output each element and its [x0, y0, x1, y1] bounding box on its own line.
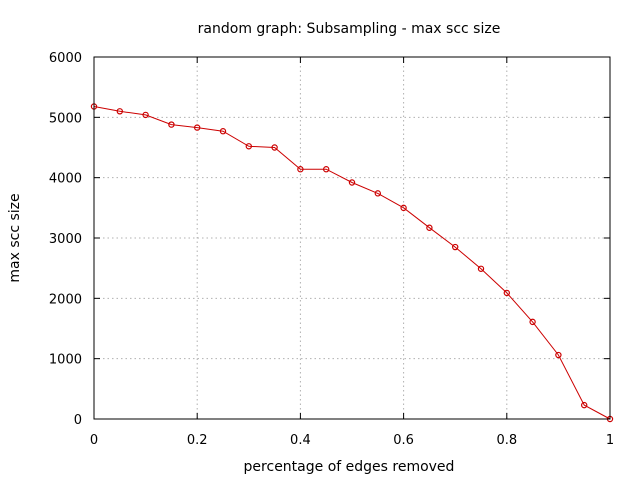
x-tick-label: 0.2	[187, 433, 208, 448]
x-axis-ticks: 0 0.2 0.4 0.6 0.8 1	[90, 57, 614, 448]
data-point	[116, 108, 124, 115]
data-point	[323, 166, 330, 173]
data-series	[90, 103, 614, 423]
data-point	[581, 401, 588, 409]
y-tick-label: 1000	[49, 353, 82, 368]
y-axis-ticks: 0 1000 2000 3000 4000 5000 6000	[49, 51, 610, 428]
data-point	[555, 351, 562, 359]
plot-frame	[93, 56, 611, 420]
data-point	[168, 121, 175, 128]
x-tick-label: 0.4	[290, 433, 311, 448]
y-tick-label: 6000	[49, 51, 82, 66]
data-point	[426, 224, 433, 231]
data-point	[529, 318, 536, 326]
grid-lines	[94, 57, 610, 419]
data-point	[503, 289, 510, 297]
data-point	[142, 111, 149, 119]
data-point	[452, 243, 459, 251]
data-point	[400, 204, 407, 212]
x-tick-label: 0.6	[393, 433, 414, 448]
y-tick-label: 0	[74, 413, 82, 428]
data-point	[477, 265, 485, 272]
x-axis-label: percentage of edges removed	[244, 459, 455, 475]
x-tick-label: 0.8	[496, 433, 517, 448]
data-point	[245, 143, 252, 150]
y-tick-label: 5000	[49, 111, 82, 126]
data-point	[193, 124, 201, 131]
data-point	[297, 166, 304, 173]
series-line	[93, 106, 611, 420]
data-point	[374, 190, 381, 197]
data-point	[348, 179, 356, 186]
chart-title: random graph: Subsampling - max scc size	[198, 21, 501, 37]
x-tick-label: 0	[90, 433, 98, 448]
data-point	[271, 144, 278, 151]
y-tick-label: 4000	[49, 172, 82, 187]
y-axis-label: max scc size	[7, 193, 23, 282]
x-tick-label: 1	[606, 433, 614, 448]
y-tick-label: 3000	[49, 232, 82, 247]
y-tick-label: 2000	[49, 292, 82, 307]
data-point	[219, 128, 227, 135]
